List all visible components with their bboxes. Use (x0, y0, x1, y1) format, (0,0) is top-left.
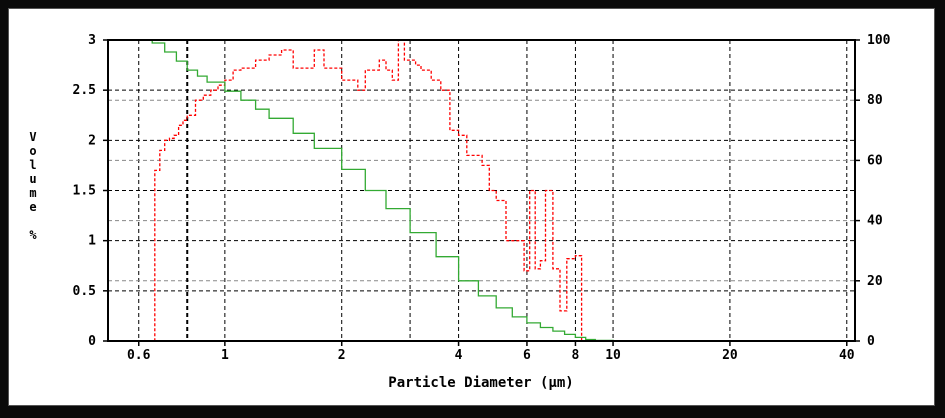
series-layer (138, 39, 614, 342)
y-right-tick-label: 40 (867, 214, 883, 229)
y-right-tick-label: 20 (867, 274, 883, 289)
x-tick-label: 20 (722, 348, 738, 363)
x-tick-label: 0.6 (127, 348, 151, 363)
y-right-tick-label: 80 (867, 93, 883, 108)
y-axis-label-char: o (29, 144, 36, 158)
y-axis-label-char: V (29, 130, 36, 144)
y-axis-label-char: m (29, 186, 36, 200)
x-tick-label: 40 (839, 348, 855, 363)
x-tick-label: 8 (572, 348, 580, 363)
y-right-tick-label: 60 (867, 153, 883, 168)
x-tick-label: 6 (523, 348, 531, 363)
tick-layer: 0.6 1 2 4 6 8 10 20 40 0 0.5 1 1.5 2 2.5 3 0 20 40 60 80 100 (73, 33, 891, 363)
x-tick-label: 10 (605, 348, 621, 363)
chart-panel: 0.6 1 2 4 6 8 10 20 40 0 0.5 1 1.5 2 2.5 3 0 20 40 60 80 100 … (8, 8, 935, 406)
y-left-tick-label: 1.5 (73, 184, 96, 199)
y-left-tick-label: 2.5 (73, 83, 96, 98)
y-left-tick-label: 1 (88, 234, 96, 249)
y-axis-label-char: u (29, 172, 36, 186)
y-axis-label-unit: % (29, 228, 37, 242)
y-right-tick-label: 0 (867, 334, 875, 349)
cumulative-undersize-line (138, 39, 614, 342)
y-right-tick-label: 100 (867, 33, 891, 48)
y-left-tick-label: 0.5 (73, 284, 96, 299)
y-left-tick-label: 3 (88, 33, 96, 48)
x-axis-label: Particle Diameter (µm) (388, 375, 573, 391)
y-axis-label-char: l (29, 158, 36, 172)
y-axis-label-char: e (29, 200, 36, 214)
y-left-tick-label: 2 (88, 133, 96, 148)
particle-size-chart: 0.6 1 2 4 6 8 10 20 4000.511.522.53020406080100 … (29, 33, 891, 391)
x-tick-label: 4 (455, 348, 463, 363)
y-left-tick-label: 0 (88, 334, 96, 349)
x-tick-label: 1 (221, 348, 229, 363)
x-tick-label: 2 (338, 348, 346, 363)
differential-volume-line (149, 39, 586, 342)
